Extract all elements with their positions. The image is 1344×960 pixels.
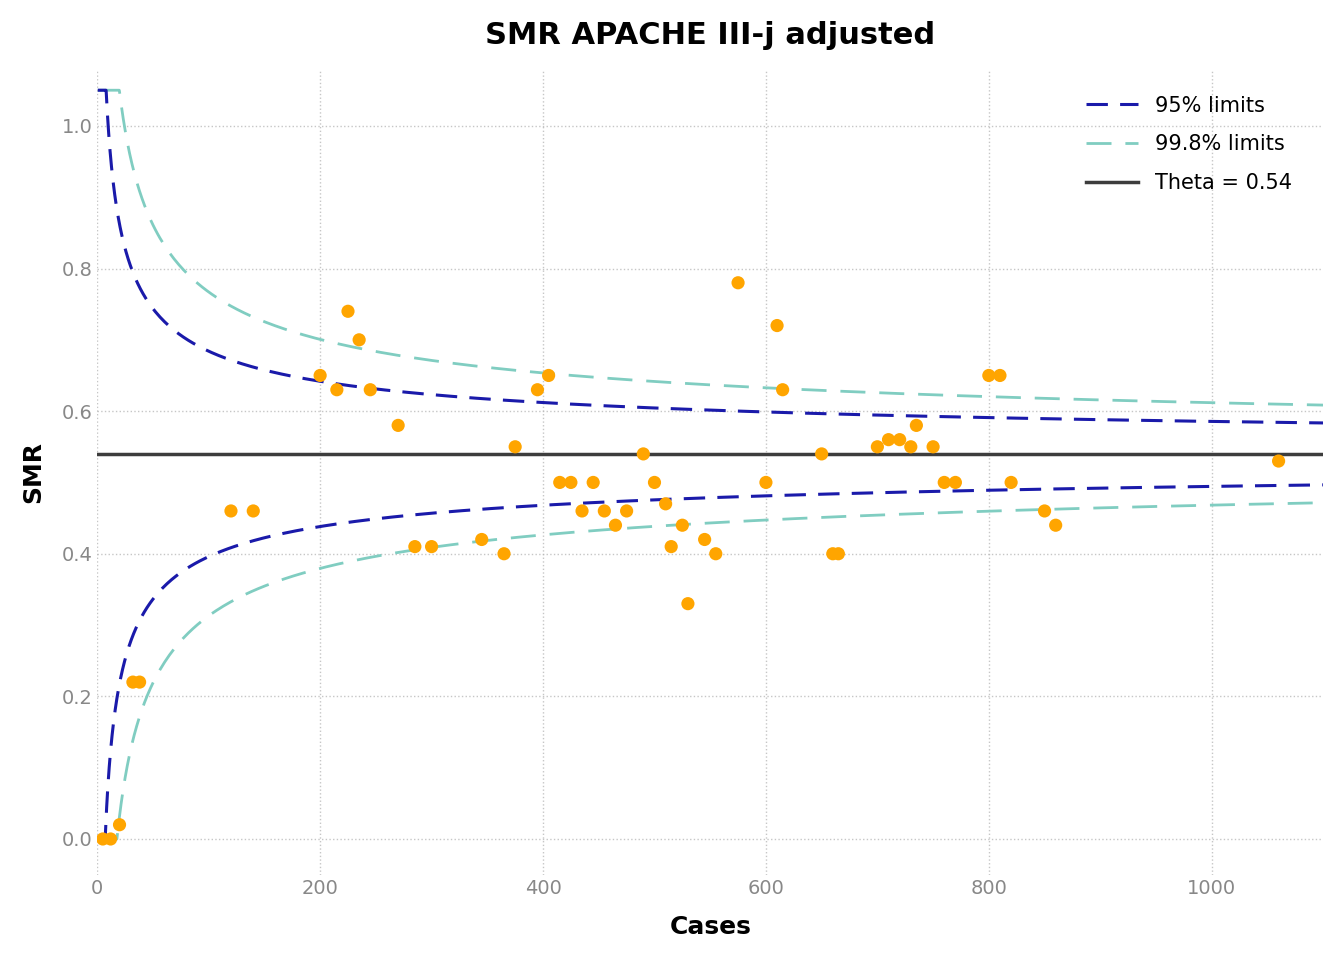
Point <box>727 276 749 291</box>
Theta = 0.54 <box>89 448 105 460</box>
Point <box>582 475 603 491</box>
Point <box>922 439 943 454</box>
Point <box>945 475 966 491</box>
Point <box>470 532 492 547</box>
Point <box>616 503 637 518</box>
Point <box>1000 475 1021 491</box>
Line: 95% limits: 95% limits <box>98 90 1322 423</box>
Point <box>934 475 956 491</box>
Point <box>672 517 694 533</box>
Point <box>548 475 570 491</box>
Line: 99.8% limits: 99.8% limits <box>98 90 1322 405</box>
99.8% limits <box>93 84 109 96</box>
Point <box>771 382 793 397</box>
Point <box>828 546 849 562</box>
Point <box>91 831 113 847</box>
Point <box>660 539 681 554</box>
Point <box>878 432 899 447</box>
Point <box>1267 453 1289 468</box>
Point <box>405 539 426 554</box>
99.8% limits <box>800 384 816 396</box>
Point <box>527 382 548 397</box>
Point <box>766 318 788 333</box>
Point <box>109 817 130 832</box>
Point <box>348 332 370 348</box>
99.8% limits <box>581 372 597 383</box>
Point <box>309 368 331 383</box>
Point <box>327 382 348 397</box>
95% limits <box>841 409 857 420</box>
95% limits <box>129 276 145 288</box>
Point <box>122 675 144 690</box>
95% limits <box>800 407 816 419</box>
99.8% limits <box>134 196 151 207</box>
Point <box>677 596 699 612</box>
Theta = 0.54 <box>90 448 106 460</box>
Point <box>538 368 559 383</box>
Point <box>220 503 242 518</box>
Point <box>978 368 1000 383</box>
95% limits <box>581 399 597 411</box>
Point <box>421 539 442 554</box>
Point <box>605 517 626 533</box>
Point <box>694 532 715 547</box>
Point <box>242 503 263 518</box>
X-axis label: Cases: Cases <box>669 915 751 939</box>
Point <box>900 439 922 454</box>
Point <box>906 418 927 433</box>
99.8% limits <box>1314 399 1331 411</box>
Point <box>823 546 844 562</box>
95% limits <box>1314 418 1331 429</box>
Point <box>989 368 1011 383</box>
Point <box>129 675 151 690</box>
Point <box>493 546 515 562</box>
99.8% limits <box>841 386 857 397</box>
99.8% limits <box>90 84 106 96</box>
Legend: 95% limits, 99.8% limits, Theta = 0.54: 95% limits, 99.8% limits, Theta = 0.54 <box>1078 87 1301 202</box>
99.8% limits <box>129 178 145 189</box>
Point <box>1034 503 1055 518</box>
Point <box>655 496 676 512</box>
Point <box>560 475 582 491</box>
Point <box>571 503 593 518</box>
95% limits <box>90 84 106 96</box>
Point <box>1044 517 1066 533</box>
Point <box>644 475 665 491</box>
Point <box>337 303 359 319</box>
Point <box>867 439 888 454</box>
Title: SMR APACHE III-j adjusted: SMR APACHE III-j adjusted <box>485 21 935 50</box>
Y-axis label: SMR: SMR <box>22 441 44 503</box>
Point <box>810 446 832 462</box>
Point <box>99 831 121 847</box>
95% limits <box>93 84 109 96</box>
Point <box>633 446 655 462</box>
Point <box>594 503 616 518</box>
Point <box>504 439 526 454</box>
Point <box>706 546 727 562</box>
95% limits <box>134 288 151 300</box>
Point <box>387 418 409 433</box>
Point <box>755 475 777 491</box>
Point <box>888 432 910 447</box>
Point <box>360 382 382 397</box>
